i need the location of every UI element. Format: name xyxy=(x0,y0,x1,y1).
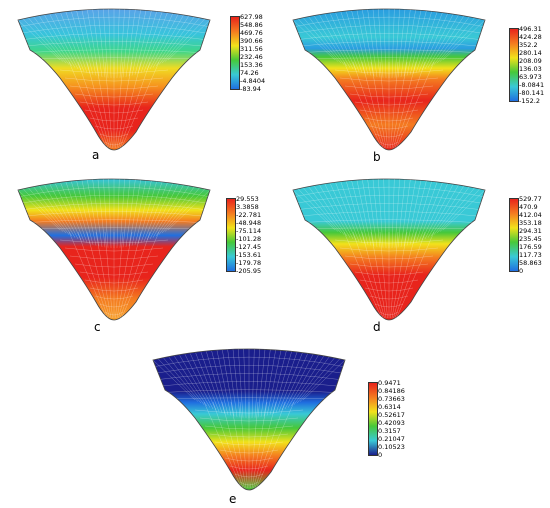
mesh-grid xyxy=(153,349,345,489)
contour-plot-b xyxy=(292,8,486,151)
colorbar-tick-label: 280.14 xyxy=(519,49,542,57)
colorbar-tick-label: 424.28 xyxy=(519,33,542,41)
colorbar-tick-label: 294.31 xyxy=(519,227,542,235)
colorbar-tick-label: 0.6314 xyxy=(378,403,401,411)
colorbar-tick-label: 3.3858 xyxy=(236,203,259,211)
colorbar-tick-label: 469.76 xyxy=(240,29,263,37)
colorbar-tick-label: 176.59 xyxy=(519,243,542,251)
colorbar-tick-label: 0 xyxy=(378,451,383,459)
colorbar-tick-label: -8.0841 xyxy=(519,81,545,89)
colorbar-tick-label: -153.61 xyxy=(236,251,262,259)
colorbar-tick-label: 232.46 xyxy=(240,53,263,61)
colorbar-tick-label: 0.84186 xyxy=(378,387,405,395)
colorbar-tick-label: 153.36 xyxy=(240,61,263,69)
colorbar-tick-label: 627.98 xyxy=(240,13,263,21)
colorbar-tick-label: -101.28 xyxy=(236,235,262,243)
colorbar-tick-label: -152.2 xyxy=(519,97,540,105)
mesh-grid xyxy=(18,9,210,149)
mesh-grid xyxy=(293,179,485,319)
colorbar-tick-label: -22.781 xyxy=(236,211,262,219)
colorbar-tick-label: 390.66 xyxy=(240,37,263,45)
colorbar-tick-label: 548.86 xyxy=(240,21,263,29)
colorbar-tick-label: -75.114 xyxy=(236,227,262,235)
colorbar-c xyxy=(226,198,236,272)
colorbar-tick-label: -179.78 xyxy=(236,259,262,267)
colorbar-tick-label: 29.553 xyxy=(236,195,259,203)
colorbar-tick-label: 529.77 xyxy=(519,195,542,203)
colorbar-tick-label: 470.9 xyxy=(519,203,538,211)
panel-d: 529.77 470.9 412.04 353.18 294.31 235.45 176.5… xyxy=(275,170,550,335)
colorbar-tick-label: 0.42093 xyxy=(378,419,405,427)
colorbar-tick-label: -205.95 xyxy=(236,267,262,275)
contour-plot-a xyxy=(17,8,211,151)
colorbar-tick-label: 0.21047 xyxy=(378,435,405,443)
colorbar-d xyxy=(509,198,519,272)
contour-plot-c xyxy=(17,178,211,321)
colorbar-tick-label: 0.3157 xyxy=(378,427,401,435)
contour-plot-e xyxy=(152,348,346,491)
panel-a: 627.98 548.86 469.76 390.66 311.56 232.46 153.… xyxy=(0,0,275,165)
colorbar-tick-label: 117.73 xyxy=(519,251,542,259)
colorbar-tick-label: 136.03 xyxy=(519,65,542,73)
colorbar-tick-label: 352.2 xyxy=(519,41,538,49)
colorbar-tick-label: 208.09 xyxy=(519,57,542,65)
mesh-grid xyxy=(293,9,485,149)
colorbar-tick-label: -48.948 xyxy=(236,219,262,227)
colorbar-tick-label: 0.9471 xyxy=(378,379,401,387)
colorbar-tick-label: 0 xyxy=(519,267,524,275)
colorbar-tick-label: 311.56 xyxy=(240,45,263,53)
panel-label-b: b xyxy=(373,150,381,164)
colorbar-tick-label: 235.45 xyxy=(519,235,542,243)
colorbar-tick-label: 496.31 xyxy=(519,25,542,33)
colorbar-tick-label: 74.26 xyxy=(240,69,259,77)
colorbar-a xyxy=(230,16,240,90)
panel-label-e: e xyxy=(229,492,237,506)
colorbar-e xyxy=(368,382,378,456)
panel-label-c: c xyxy=(94,320,101,334)
panel-e: 0.9471 0.84186 0.73663 0.6314 0.52617 0.42093… xyxy=(135,340,415,506)
colorbar-b xyxy=(509,28,519,102)
panel-label-a: a xyxy=(92,148,100,162)
colorbar-tick-label: 412.04 xyxy=(519,211,542,219)
panel-label-d: d xyxy=(373,320,381,334)
colorbar-tick-label: -83.94 xyxy=(240,85,261,93)
colorbar-tick-label: 63.973 xyxy=(519,73,542,81)
contour-plot-d xyxy=(292,178,486,321)
colorbar-tick-label: 58.863 xyxy=(519,259,542,267)
panel-b: 496.31 424.28 352.2 280.14 208.09 136.03 63.97… xyxy=(275,0,550,165)
panel-c: 29.553 3.3858 -22.781 -48.948 -75.114 -101.28… xyxy=(0,170,275,335)
colorbar-tick-label: -127.45 xyxy=(236,243,262,251)
colorbar-tick-label: 0.10523 xyxy=(378,443,405,451)
colorbar-tick-label: -80.141 xyxy=(519,89,545,97)
colorbar-tick-label: 0.73663 xyxy=(378,395,405,403)
colorbar-tick-label: 0.52617 xyxy=(378,411,405,419)
mesh-grid xyxy=(18,179,210,319)
colorbar-tick-label: -4.8404 xyxy=(240,77,266,85)
colorbar-tick-label: 353.18 xyxy=(519,219,542,227)
